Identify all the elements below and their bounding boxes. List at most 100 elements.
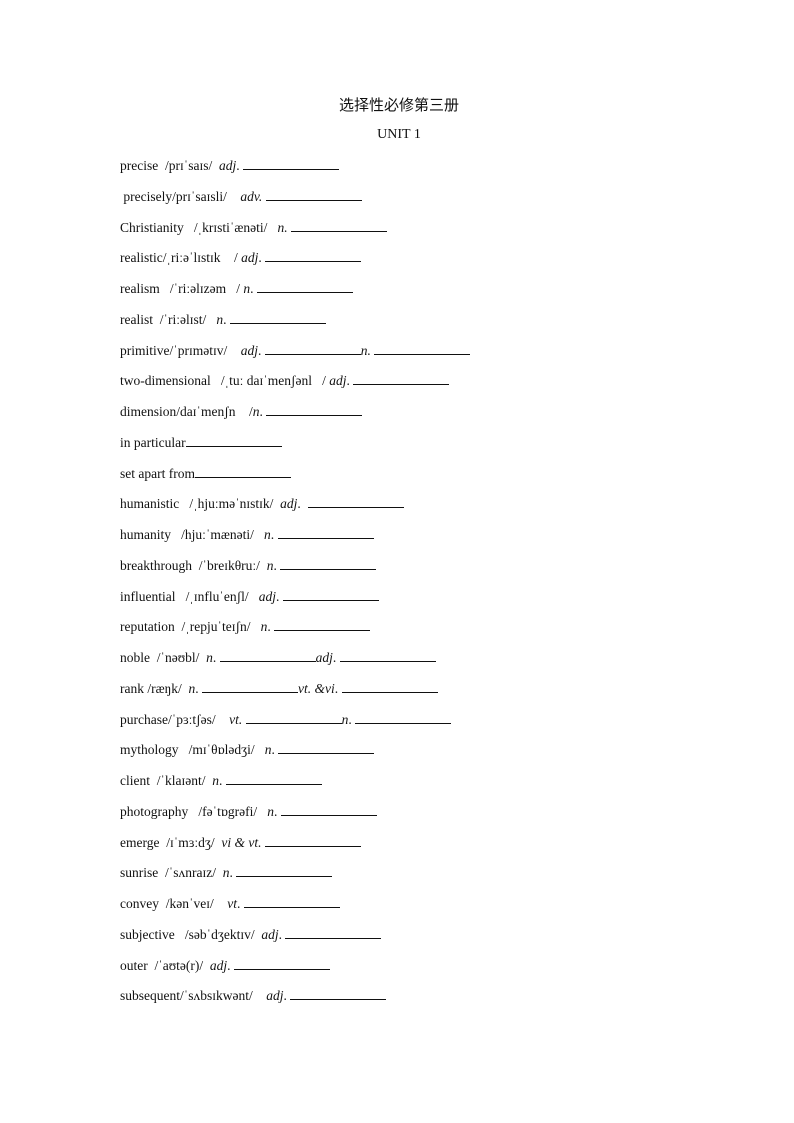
part-of-speech: n	[341, 711, 349, 727]
word-phonetic: primitive/ˈprɪmətɪv/	[120, 342, 241, 358]
answer-blank[interactable]	[278, 741, 375, 755]
part-of-speech: n	[264, 742, 272, 758]
vocab-entry: precisely/prɪˈsaɪsli/ adv.	[120, 188, 470, 219]
vocab-entry: Christianity /ˌkrɪstiˈænəti/ n.	[120, 219, 470, 250]
part-of-speech: adv.	[240, 188, 263, 204]
part-of-speech: n	[212, 773, 219, 788]
word-phonetic: convey /kənˈveɪ/	[120, 896, 228, 911]
answer-blank[interactable]	[266, 403, 363, 416]
word-phonetic: .	[195, 680, 203, 696]
answer-blank[interactable]	[353, 372, 450, 386]
word-phonetic: .	[273, 557, 281, 573]
part-of-speech: n.	[277, 219, 288, 235]
answer-blank[interactable]	[285, 926, 382, 939]
unit-heading: UNIT 1	[377, 127, 421, 142]
part-of-speech: n	[267, 803, 275, 819]
word-phonetic: .	[334, 680, 342, 696]
answer-blank[interactable]	[185, 434, 282, 447]
answer-blank[interactable]	[280, 557, 377, 570]
answer-blank[interactable]	[290, 987, 387, 1001]
word-phonetic: .	[212, 650, 220, 665]
word-phonetic: two-dimensional /ˌtuː daɪˈmenʃənl /	[120, 373, 330, 389]
answer-blank[interactable]	[243, 157, 339, 170]
answer-blank[interactable]	[265, 188, 362, 201]
word-phonetic: rank /ræŋk/	[120, 680, 189, 696]
part-of-speech: adj	[241, 250, 259, 266]
word-phonetic: .	[236, 896, 244, 911]
answer-blank[interactable]	[219, 649, 316, 662]
vocab-entry: photography /fəˈtɒgrəfi/ n.	[120, 803, 470, 834]
word-phonetic: realist /ˈriːəlɪst/	[120, 311, 217, 327]
vocab-entry: precise /prɪˈsaɪs/ adj.	[120, 157, 470, 188]
part-of-speech: adj	[218, 158, 237, 173]
word-phonetic: .	[258, 250, 266, 266]
word-phonetic: purchase/ˈpɜːtʃəs/	[120, 711, 230, 727]
part-of-speech: adj	[315, 650, 333, 665]
vocab-entry: humanistic /ˌhjuːməˈnɪstɪk/ adj.	[120, 495, 470, 526]
word-phonetic: .	[227, 957, 234, 973]
vocab-entry: emerge /ɪˈmɜːdʒ/ vi & vt.	[120, 834, 470, 865]
word-phonetic: humanistic /ˌhjuːməˈnɪstɪk/	[120, 496, 281, 512]
word-phonetic: .	[283, 988, 291, 1004]
word-phonetic: .	[278, 926, 286, 942]
part-of-speech: vt	[227, 896, 237, 911]
answer-blank[interactable]	[374, 342, 471, 355]
answer-blank[interactable]	[233, 957, 330, 970]
part-of-speech: n	[243, 281, 251, 296]
word-phonetic: emerge /ɪˈmɜːdʒ/	[120, 834, 222, 850]
word-phonetic: humanity /hjuːˈmænəti/	[120, 527, 264, 542]
answer-blank[interactable]	[225, 772, 322, 785]
answer-blank[interactable]	[265, 249, 362, 263]
vocab-entry: two-dimensional /ˌtuː daɪˈmenʃənl / adj.	[120, 372, 470, 403]
word-phonetic: .	[271, 742, 279, 758]
word-phonetic: .	[259, 404, 267, 419]
answer-blank[interactable]	[264, 834, 361, 847]
vocab-entry: realist /ˈriːəlɪst/ n.	[120, 311, 470, 342]
word-phonetic: subjective /səbˈdʒektɪv/	[120, 926, 262, 942]
answer-blank[interactable]	[355, 711, 452, 724]
vocab-entry: set apart from	[120, 465, 470, 496]
answer-blank[interactable]	[274, 618, 371, 632]
word-phonetic: precisely/prɪˈsaɪsli/	[120, 188, 241, 204]
answer-blank[interactable]	[282, 588, 379, 601]
vocab-entry: noble /ˈnəʊbl/ n. adj.	[120, 649, 470, 680]
answer-blank[interactable]	[202, 680, 299, 693]
vocab-entry: reputation /ˌrepjuˈteɪʃn/ n.	[120, 618, 470, 649]
part-of-speech: vt. &vi	[298, 680, 335, 696]
word-phonetic: .	[223, 311, 230, 327]
answer-blank[interactable]	[245, 711, 342, 724]
answer-blank[interactable]	[280, 803, 377, 816]
part-of-speech: vi & vt.	[221, 834, 262, 850]
answer-blank[interactable]	[307, 495, 404, 509]
word-phonetic: dimension/daɪˈmenʃn /	[120, 404, 253, 419]
answer-blank[interactable]	[341, 680, 438, 693]
word-phonetic: .	[332, 650, 340, 665]
word-phonetic: .	[218, 773, 226, 788]
part-of-speech: adj	[209, 957, 228, 973]
answer-blank[interactable]	[256, 280, 353, 293]
answer-blank[interactable]	[236, 864, 333, 878]
vocabulary-list: precise /prɪˈsaɪs/ adj. precisely/prɪˈsa…	[120, 157, 471, 1018]
answer-blank[interactable]	[194, 465, 291, 478]
word-phonetic: .	[270, 527, 278, 542]
word-phonetic: noble /ˈnəʊbl/	[120, 650, 207, 665]
word-phonetic: precise /prɪˈsaɪs/	[120, 158, 219, 173]
vocab-entry: realism /ˈriːəlɪzəm / n.	[120, 280, 470, 311]
answer-blank[interactable]	[243, 895, 340, 908]
answer-blank[interactable]	[339, 649, 436, 662]
answer-blank[interactable]	[277, 526, 374, 539]
part-of-speech: n	[266, 557, 274, 573]
word-phonetic: mythology /mɪˈθɒlədʒi/	[120, 742, 265, 758]
word-phonetic: .	[274, 803, 281, 819]
word-phonetic: influential /ˌɪnfluˈenʃl/	[120, 588, 259, 604]
vocab-entry: humanity /hjuːˈmænəti/ n.	[120, 526, 470, 557]
part-of-speech: vt.	[229, 711, 243, 727]
word-phonetic: in particular	[120, 434, 186, 450]
answer-blank[interactable]	[291, 219, 387, 232]
vocab-entry: purchase/ˈpɜːtʃəs/ vt. n.	[120, 711, 470, 742]
answer-blank[interactable]	[229, 311, 326, 324]
document-title: 选择性必修第三册	[338, 96, 459, 114]
part-of-speech: n	[188, 680, 196, 696]
word-phonetic: .	[229, 865, 237, 881]
answer-blank[interactable]	[264, 342, 361, 355]
